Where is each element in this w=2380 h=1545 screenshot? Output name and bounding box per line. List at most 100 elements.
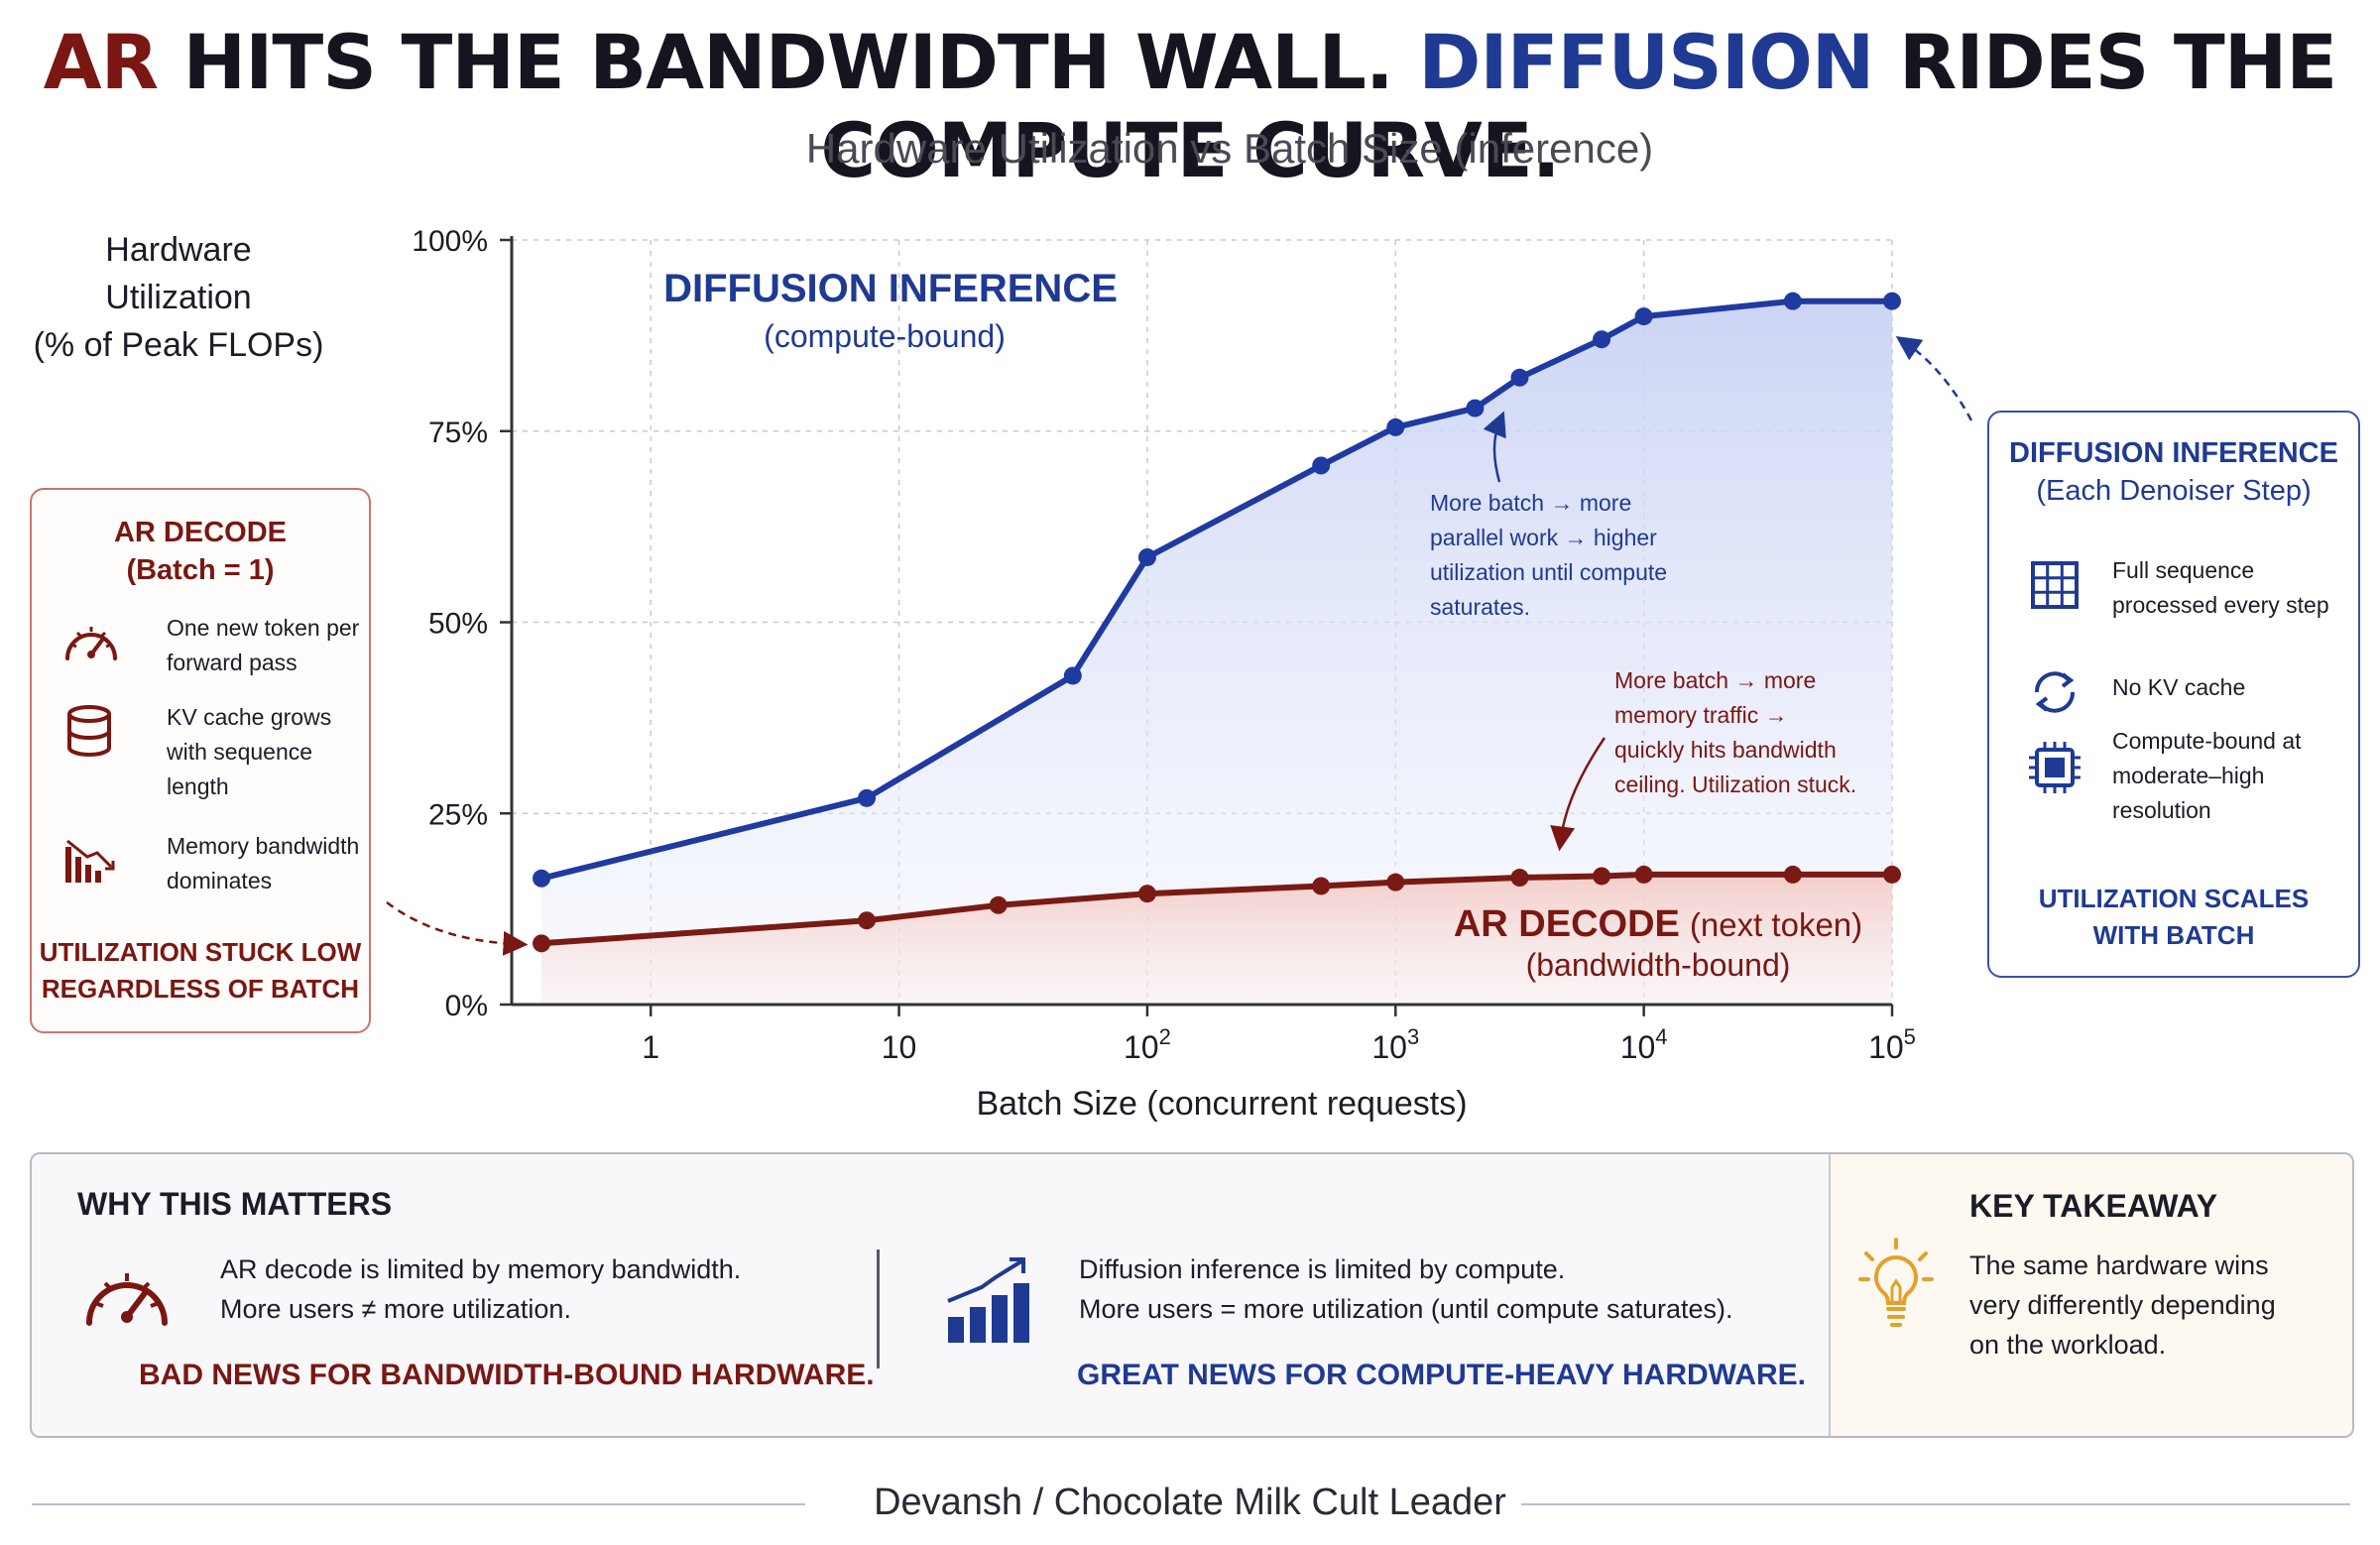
ar-chart-sublabel: (bandwidth-bound) (1526, 947, 1791, 983)
x-tick-label: 103 (1371, 1024, 1419, 1065)
chip-icon (2025, 738, 2084, 797)
bottom-divider (877, 1249, 880, 1368)
diffusion-panel-item-text: Full sequence processed every step (2112, 557, 2329, 618)
chart-axes (500, 236, 1894, 1016)
diffusion-point (858, 788, 877, 807)
ar-decode-panel: AR DECODE (Batch = 1) One new token per … (30, 488, 371, 1033)
ar-point (1386, 873, 1405, 891)
takeaway-title: KEY TAKEAWAY (1969, 1188, 2218, 1224)
diffusion-panel-subtitle: (Each Denoiser Step) (2036, 475, 2312, 507)
diffusion-point (1466, 399, 1485, 417)
ar-panel-subtitle: (Batch = 1) (126, 554, 275, 586)
y-tick-label: 0% (445, 990, 488, 1022)
ar-note-arrow (1550, 737, 1606, 852)
ar-panel-item: Memory bandwidth dominates (61, 829, 359, 908)
diffusion-point (1063, 666, 1082, 685)
diffusion-panel-footer-line: WITH BATCH (2092, 920, 2255, 950)
diffusion-point (533, 869, 551, 888)
diffusion-point (1634, 307, 1653, 326)
diffusion-points (533, 292, 1901, 888)
ar-chart-label: AR DECODE (next token) (1454, 903, 1862, 945)
diffusion-panel-title-text: DIFFUSION INFERENCE (2009, 437, 2338, 469)
ar-note-line: memory traffic → (1614, 702, 1788, 728)
ar-point (1634, 865, 1653, 884)
y-tick-label: 75% (428, 416, 488, 449)
key-takeaway-box: KEY TAKEAWAY The same hardware wins very… (1829, 1154, 2352, 1436)
ar-point (989, 895, 1008, 914)
refresh-icon (2025, 662, 2084, 722)
x-tick-label: 104 (1620, 1024, 1668, 1065)
diffusion-point (1593, 330, 1611, 349)
diffusion-note: More batch → more parallel work → higher… (1430, 490, 1667, 620)
database-icon (61, 704, 121, 760)
x-tick-label: 10 (882, 1029, 917, 1065)
ar-area-fill (541, 874, 1892, 1005)
ar-panel-item-text: KV cache grows with sequence length (167, 704, 332, 799)
diffusion-panel-title: DIFFUSION INFERENCE (Each Denoiser Step) (1989, 434, 2358, 510)
speedometer-icon (61, 615, 121, 670)
why-this-matters-panel: WHY THIS MATTERS AR decode is limited by… (30, 1152, 2354, 1438)
ar-panel-title: AR DECODE (Batch = 1) (32, 514, 369, 589)
ar-panel-item: KV cache grows with sequence length (61, 700, 359, 809)
ar-verdict: BAD NEWS FOR BANDWIDTH-BOUND HARDWARE. (139, 1359, 875, 1391)
footer-rule-right (1521, 1503, 2350, 1505)
diffusion-note-line: parallel work → higher (1430, 525, 1657, 550)
x-axis-label: Batch Size (concurrent requests) (976, 1085, 1467, 1123)
ar-note: More batch → more memory traffic → quick… (1614, 667, 1856, 797)
ar-point (1137, 885, 1156, 903)
diffusion-panel: DIFFUSION INFERENCE (Each Denoiser Step)… (1987, 411, 2360, 978)
axis-ticks: 0% 25% 50% 75% 100% 1 10 102 103 104 105 (412, 225, 1916, 1065)
ar-panel-title-text: AR DECODE (113, 517, 287, 548)
ar-note-line: quickly hits bandwidth (1614, 737, 1837, 763)
ar-why-line: AR decode is limited by memory bandwidth… (220, 1254, 742, 1284)
grid-icon (2025, 555, 2084, 615)
ar-point (858, 911, 877, 930)
diffusion-point (1883, 292, 1901, 310)
diffusion-panel-footer-line: UTILIZATION SCALES (2038, 884, 2310, 913)
y-tick-label: 25% (428, 798, 488, 831)
ar-panel-item: One new token per forward pass (61, 611, 359, 690)
ar-panel-footer-line: UTILIZATION STUCK LOW (39, 937, 362, 967)
ar-panel-footer: UTILIZATION STUCK LOW REGARDLESS OF BATC… (32, 934, 369, 1008)
diffusion-point (1386, 417, 1405, 436)
diffusion-verdict: GREAT NEWS FOR COMPUTE-HEAVY HARDWARE. (1077, 1359, 1807, 1391)
diffusion-chart-sublabel: (compute-bound) (764, 318, 1006, 354)
ar-why-line: More users ≠ more utilization. (220, 1294, 571, 1324)
page-subtitle: Hardware Utilization vs Batch Size (infe… (805, 125, 1654, 172)
diffusion-panel-item: Compute-bound at moderate–high resolutio… (2025, 724, 2352, 833)
ar-point (1883, 865, 1901, 884)
right-panel-connector (1895, 335, 1973, 421)
diffusion-note-line: saturates. (1430, 594, 1530, 620)
diffusion-panel-item-text: No KV cache (2112, 674, 2246, 700)
takeaway-text: The same hardware wins very differently … (1969, 1246, 2336, 1365)
diffusion-why-line: Diffusion inference is limited by comput… (1079, 1254, 1566, 1284)
ar-point (1783, 865, 1802, 884)
ar-panel-item-text: Memory bandwidth dominates (167, 833, 360, 893)
page-title: AR HITS THE BANDWIDTH WALL. DIFFUSION RI… (0, 18, 2380, 194)
y-tick-label: 50% (428, 608, 488, 641)
takeaway-line: on the workload. (1969, 1330, 2167, 1360)
title-diffusion: DIFFUSION (1418, 18, 1874, 106)
y-axis-label-line: (% of Peak FLOPs) (33, 326, 324, 364)
diffusion-panel-footer: UTILIZATION SCALES WITH BATCH (1989, 881, 2358, 954)
diffusion-point (1137, 547, 1156, 566)
takeaway-line: The same hardware wins (1969, 1250, 2269, 1280)
diffusion-note-line: utilization until compute (1430, 559, 1667, 585)
ar-point (1510, 869, 1529, 888)
ar-note-line: More batch → more (1614, 667, 1816, 693)
ar-chart-label-main: AR DECODE (1454, 903, 1680, 945)
footer-credit: Devansh / Chocolate Milk Cult Leader (874, 1482, 1506, 1523)
why-title: WHY THIS MATTERS (77, 1186, 393, 1222)
diffusion-note-arrow (1483, 411, 1506, 483)
declining-bars-icon (61, 833, 121, 889)
y-axis-label-line: Hardware (105, 231, 252, 269)
ar-point (1312, 877, 1331, 895)
title-segment: RIDES THE COMPUTE CURVE. (820, 18, 2337, 194)
ar-note-line: ceiling. Utilization stuck. (1614, 772, 1856, 797)
y-tick-label: 100% (412, 225, 488, 258)
utilization-chart: 0% 25% 50% 75% 100% 1 10 102 103 104 105 DIFFUSION… (386, 225, 1973, 1123)
ar-points (533, 865, 1901, 953)
diffusion-point (1783, 292, 1802, 310)
diffusion-why-text: Diffusion inference is limited by comput… (1079, 1249, 1813, 1329)
ar-why-text: AR decode is limited by memory bandwidth… (220, 1249, 855, 1329)
